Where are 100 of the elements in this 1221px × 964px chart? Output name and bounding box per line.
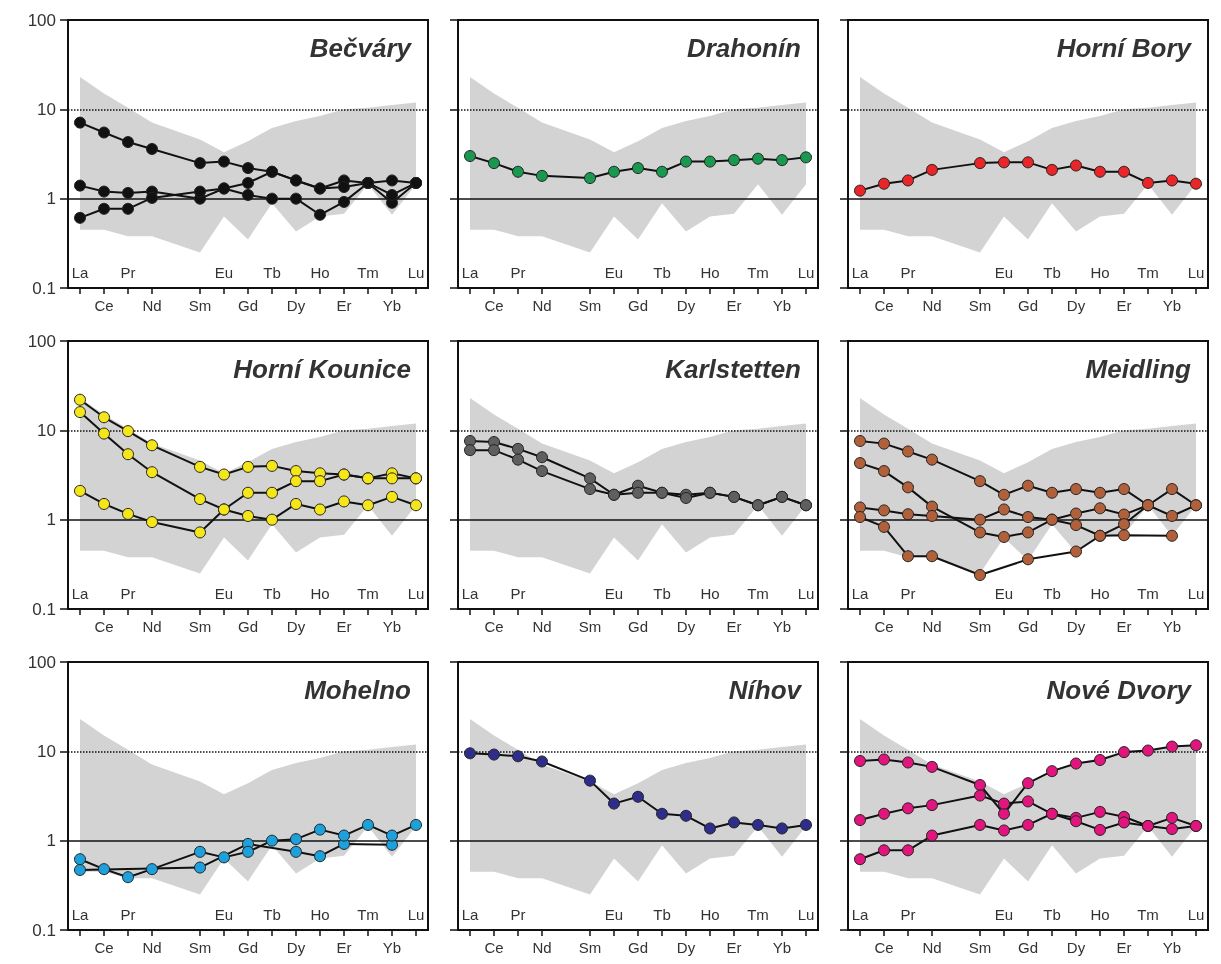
x-tick-label: Sm (968, 618, 992, 635)
x-tick-label: Er (726, 297, 742, 314)
x-tick-label: La (851, 264, 869, 281)
y-tick-label: 0.1 (32, 278, 56, 298)
x-tick-label: La (461, 906, 479, 923)
x-tick-label: Gd (1017, 618, 1039, 635)
x-tick-label: Tb (653, 906, 671, 923)
x-tick-label: Gd (627, 939, 649, 956)
x-tick-label: Tm (357, 264, 379, 281)
x-tick-label: Pr (510, 264, 526, 281)
x-tick-label: Tb (263, 585, 281, 602)
x-tick-label: Nd (532, 939, 552, 956)
x-tick-label: Gd (1017, 939, 1039, 956)
x-tick-label: Eu (604, 906, 624, 923)
x-tick-label: Ce (484, 618, 504, 635)
x-tick-label: Sm (968, 297, 992, 314)
x-tick-label: Lu (407, 264, 425, 281)
x-tick-label: Tm (357, 906, 379, 923)
x-tick-label: Nd (532, 297, 552, 314)
x-tick-label: Er (726, 618, 742, 635)
x-tick-label: Gd (237, 939, 259, 956)
x-tick-label: La (461, 264, 479, 281)
x-tick-label: Tm (1137, 585, 1159, 602)
x-tick-label: Pr (120, 264, 136, 281)
x-tick-label: Nd (142, 297, 162, 314)
x-tick-label: Lu (797, 906, 815, 923)
x-tick-label: Nd (922, 297, 942, 314)
x-tick-label: Nd (532, 618, 552, 635)
x-tick-label: Yb (382, 297, 402, 314)
x-tick-label: Er (1116, 297, 1132, 314)
y-tick-label: 0.1 (32, 599, 56, 619)
x-tick-label: Ho (700, 264, 720, 281)
x-tick-label: Sm (188, 618, 212, 635)
y-tick-label: 1 (46, 510, 56, 530)
x-tick-label: Er (336, 939, 352, 956)
x-tick-label: Gd (1017, 297, 1039, 314)
y-tick-label: 0.1 (32, 920, 56, 940)
x-tick-label: Yb (1162, 618, 1182, 635)
x-tick-label: Pr (900, 906, 916, 923)
x-tick-label: Ce (484, 939, 504, 956)
x-tick-label: Gd (237, 297, 259, 314)
x-tick-label: La (851, 906, 869, 923)
x-tick-label: Dy (286, 939, 306, 956)
x-tick-label: Pr (510, 585, 526, 602)
x-tick-label: Ce (874, 939, 894, 956)
x-tick-label: Ho (700, 585, 720, 602)
y-tick-label: 1 (46, 189, 56, 209)
x-tick-label: Nd (142, 618, 162, 635)
x-tick-label: Yb (772, 297, 792, 314)
x-tick-label: Dy (286, 618, 306, 635)
x-tick-label: La (71, 906, 89, 923)
x-tick-label: Sm (578, 618, 602, 635)
x-tick-label: Lu (1187, 264, 1205, 281)
text: Karlstetten (665, 354, 802, 384)
y-tick-label: 100 (27, 331, 56, 351)
text: Horní Bory (1056, 33, 1193, 63)
x-tick-label: Tb (653, 264, 671, 281)
x-tick-label: Pr (120, 585, 136, 602)
x-tick-label: Eu (994, 585, 1014, 602)
x-tick-label: Yb (772, 939, 792, 956)
y-tick-label: 100 (27, 10, 56, 30)
text: Horní Kounice (233, 354, 411, 384)
x-tick-label: Er (726, 939, 742, 956)
x-tick-label: Tb (1043, 585, 1061, 602)
x-tick-label: La (71, 585, 89, 602)
x-tick-label: Tm (747, 585, 769, 602)
x-tick-label: Sm (188, 939, 212, 956)
x-tick-label: Tm (1137, 906, 1159, 923)
x-tick-label: Eu (994, 906, 1014, 923)
x-tick-label: Lu (797, 264, 815, 281)
x-tick-label: Ho (1090, 906, 1110, 923)
x-tick-label: Yb (1162, 939, 1182, 956)
x-tick-label: Eu (214, 585, 234, 602)
x-tick-label: Gd (627, 297, 649, 314)
x-tick-label: Eu (604, 585, 624, 602)
x-tick-label: Ho (1090, 264, 1110, 281)
x-tick-label: Pr (900, 585, 916, 602)
x-tick-label: Yb (1162, 297, 1182, 314)
text: Nové Dvory (1046, 675, 1193, 705)
y-tick-label: 100 (27, 652, 56, 672)
x-tick-label: Sm (188, 297, 212, 314)
x-tick-label: Tb (653, 585, 671, 602)
x-tick-label: Pr (510, 906, 526, 923)
x-tick-label: Yb (382, 618, 402, 635)
x-tick-label: Lu (797, 585, 815, 602)
x-tick-label: Tb (263, 906, 281, 923)
x-tick-label: Ce (874, 618, 894, 635)
x-tick-label: La (461, 585, 479, 602)
x-tick-label: Dy (676, 297, 696, 314)
x-tick-label: Nd (922, 618, 942, 635)
y-tick-label: 10 (37, 420, 56, 440)
x-tick-label: Dy (1066, 939, 1086, 956)
x-tick-label: Pr (120, 906, 136, 923)
text: Meidling (1085, 354, 1192, 384)
x-tick-label: Eu (214, 264, 234, 281)
x-tick-label: Yb (772, 618, 792, 635)
x-tick-label: Gd (237, 618, 259, 635)
x-tick-label: Tm (1137, 264, 1159, 281)
x-tick-label: Nd (922, 939, 942, 956)
text: Mohelno (304, 675, 412, 705)
